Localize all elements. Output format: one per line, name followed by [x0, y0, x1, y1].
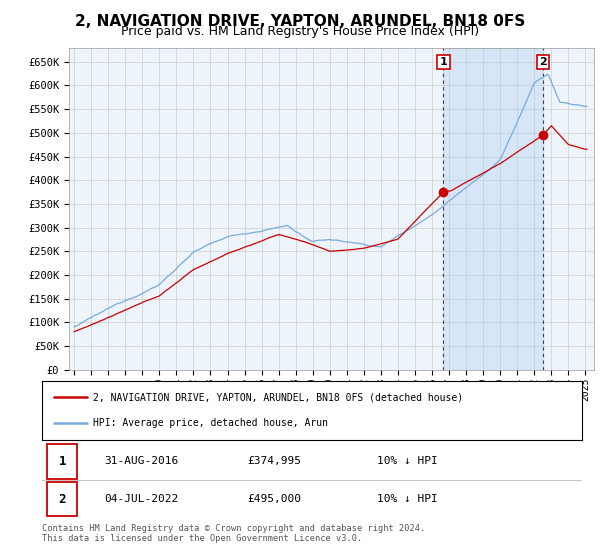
Text: 2: 2 — [539, 57, 547, 67]
Text: HPI: Average price, detached house, Arun: HPI: Average price, detached house, Arun — [94, 418, 328, 428]
Text: 04-JUL-2022: 04-JUL-2022 — [104, 494, 178, 504]
Text: 1: 1 — [59, 455, 66, 468]
Text: 10% ↓ HPI: 10% ↓ HPI — [377, 456, 437, 466]
FancyBboxPatch shape — [47, 482, 77, 516]
Text: £495,000: £495,000 — [247, 494, 301, 504]
Text: 1: 1 — [440, 57, 448, 67]
Text: 2, NAVIGATION DRIVE, YAPTON, ARUNDEL, BN18 0FS (detached house): 2, NAVIGATION DRIVE, YAPTON, ARUNDEL, BN… — [94, 392, 463, 402]
Text: 2: 2 — [59, 493, 66, 506]
Bar — [443, 48, 543, 370]
Text: Price paid vs. HM Land Registry's House Price Index (HPI): Price paid vs. HM Land Registry's House … — [121, 25, 479, 38]
Text: 2, NAVIGATION DRIVE, YAPTON, ARUNDEL, BN18 0FS: 2, NAVIGATION DRIVE, YAPTON, ARUNDEL, BN… — [75, 14, 525, 29]
Text: 10% ↓ HPI: 10% ↓ HPI — [377, 494, 437, 504]
Text: £374,995: £374,995 — [247, 456, 301, 466]
FancyBboxPatch shape — [47, 444, 77, 479]
Text: Contains HM Land Registry data © Crown copyright and database right 2024.
This d: Contains HM Land Registry data © Crown c… — [42, 524, 425, 543]
Text: 31-AUG-2016: 31-AUG-2016 — [104, 456, 178, 466]
